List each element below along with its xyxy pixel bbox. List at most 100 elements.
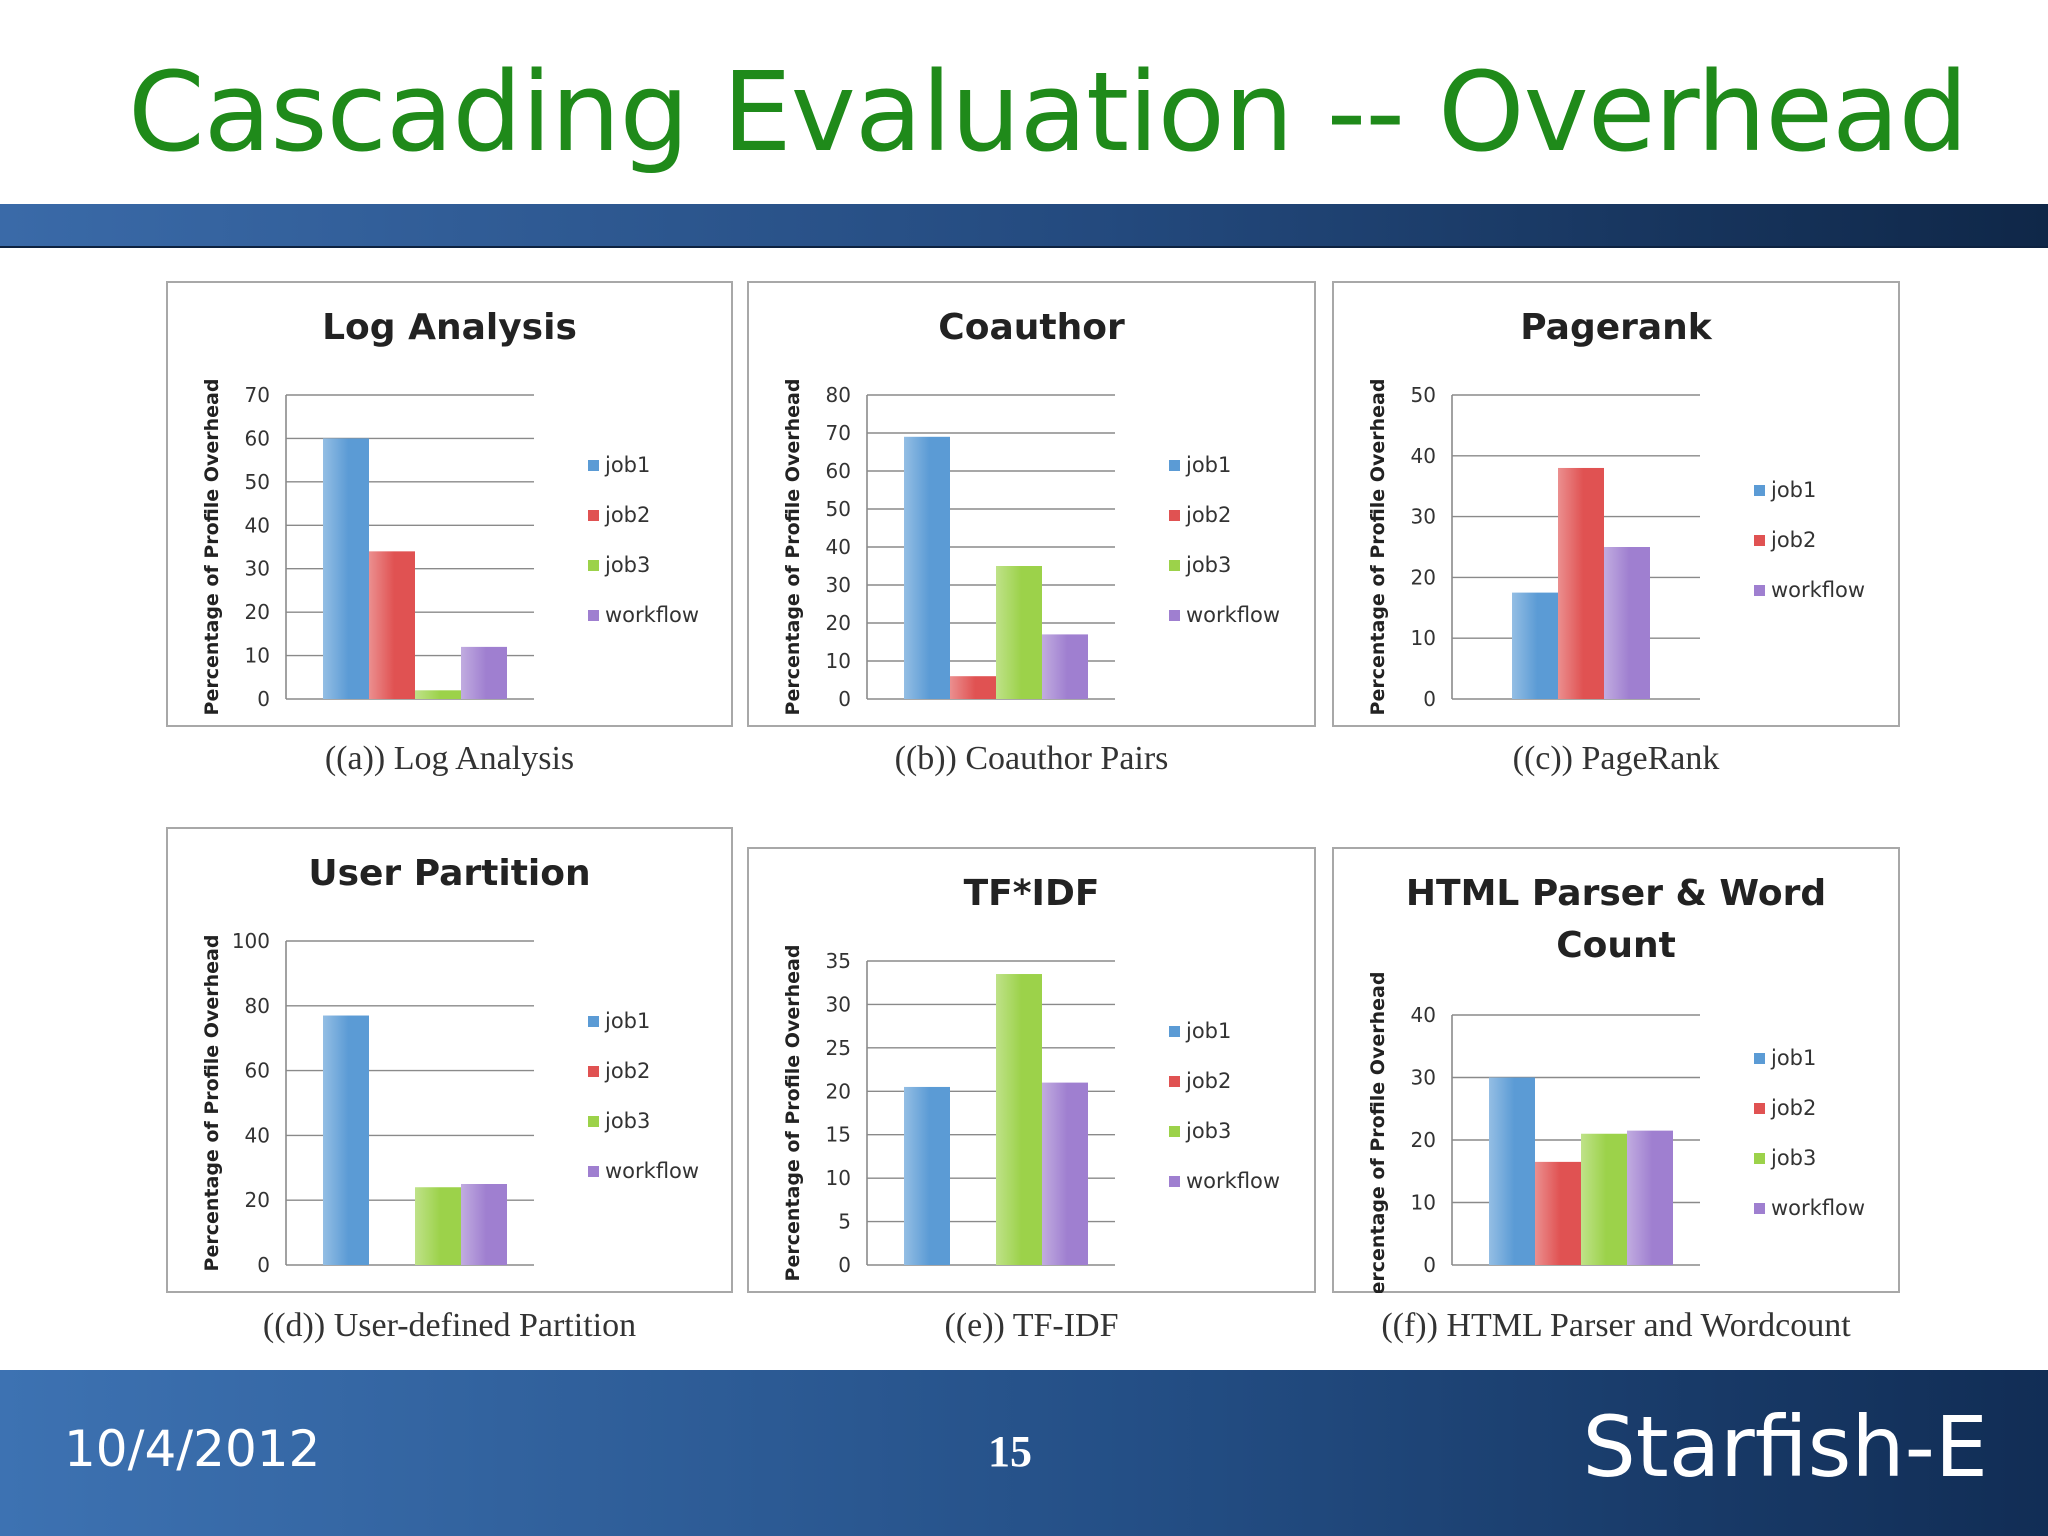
legend-swatch-job3 bbox=[588, 1116, 599, 1127]
legend-label-workflow: workflow bbox=[1186, 1169, 1280, 1193]
bar-job1 bbox=[323, 438, 369, 699]
legend-label-workflow: workflow bbox=[1186, 603, 1280, 627]
y-tick-label: 0 bbox=[257, 687, 270, 711]
slide-title: Cascading Evaluation -- Overhead bbox=[128, 48, 1968, 176]
bar-job3 bbox=[1581, 1133, 1627, 1265]
chart-title: Log Analysis bbox=[322, 307, 577, 348]
bar-workflow bbox=[1627, 1130, 1673, 1265]
y-tick-label: 15 bbox=[826, 1123, 851, 1147]
y-tick-label: 30 bbox=[826, 992, 851, 1016]
y-tick-label: 20 bbox=[826, 611, 851, 635]
y-tick-label: 20 bbox=[245, 600, 270, 624]
legend-swatch-job1 bbox=[1754, 1053, 1765, 1064]
y-tick-label: 50 bbox=[826, 497, 851, 521]
legend-label-workflow: workflow bbox=[605, 1159, 699, 1183]
legend-swatch-job3 bbox=[1169, 1126, 1180, 1137]
legend-label-job3: job3 bbox=[1185, 553, 1231, 577]
bar-workflow bbox=[461, 646, 507, 699]
legend-swatch-job1 bbox=[1754, 485, 1765, 496]
legend-label-job2: job2 bbox=[604, 1059, 650, 1083]
chart-log-analysis: Log Analysis 0 10 20 30 40 50 60 70 Percentage of… bbox=[166, 281, 733, 727]
y-tick-label: 40 bbox=[1411, 444, 1436, 468]
y-axis-label: Percentage of Profile Overhead bbox=[1367, 379, 1389, 716]
chart-pagerank-svg: Pagerank 0 10 20 30 40 50 Percentage of Profile… bbox=[1332, 281, 1900, 727]
chart-title: Count bbox=[1556, 925, 1676, 966]
chart-pagerank: Pagerank 0 10 20 30 40 50 Percentage of Profile… bbox=[1332, 281, 1900, 727]
y-tick-label: 30 bbox=[1411, 505, 1436, 529]
y-axis-label: Percentage of Profile Overhead bbox=[201, 379, 223, 716]
legend-swatch-job2 bbox=[588, 1066, 599, 1077]
bar-workflow bbox=[1604, 547, 1650, 699]
legend-label-job3: job3 bbox=[1770, 1146, 1816, 1170]
legend-swatch-job2 bbox=[1169, 1076, 1180, 1087]
y-tick-label: 20 bbox=[1411, 1128, 1436, 1152]
y-tick-label: 40 bbox=[1411, 1003, 1436, 1027]
legend-swatch-job2 bbox=[588, 510, 599, 521]
footer-brand: Starfish-E bbox=[1582, 1398, 1988, 1496]
legend-swatch-workflow bbox=[1169, 610, 1180, 621]
title-divider-bar bbox=[0, 204, 2048, 248]
bar-job1 bbox=[323, 1015, 369, 1265]
legend-label-job1: job1 bbox=[1185, 453, 1231, 477]
y-tick-label: 70 bbox=[826, 421, 851, 445]
bar-job3 bbox=[415, 690, 461, 699]
caption-tfidf: ((e)) TF-IDF bbox=[944, 1307, 1119, 1344]
bar-job3 bbox=[415, 1187, 461, 1265]
legend-swatch-job1 bbox=[588, 1016, 599, 1027]
chart-title: User Partition bbox=[308, 853, 590, 894]
legend-swatch-job2 bbox=[1169, 510, 1180, 521]
y-tick-label: 0 bbox=[1423, 1253, 1436, 1277]
bar-workflow bbox=[1042, 1082, 1088, 1265]
legend-swatch-job1 bbox=[1169, 460, 1180, 471]
legend-swatch-job2 bbox=[1754, 535, 1765, 546]
legend-swatch-workflow bbox=[588, 610, 599, 621]
y-tick-label: 20 bbox=[1411, 565, 1436, 589]
y-axis-label: Percentage of Profile Overhead bbox=[782, 379, 804, 716]
chart-title: Pagerank bbox=[1520, 307, 1713, 348]
legend-label-job1: job1 bbox=[1770, 1046, 1816, 1070]
chart-title: TF*IDF bbox=[964, 873, 1100, 914]
chart-title: HTML Parser & Word bbox=[1406, 873, 1826, 914]
legend-label-job1: job1 bbox=[1185, 1019, 1231, 1043]
y-tick-label: 35 bbox=[826, 949, 851, 973]
legend-swatch-job3 bbox=[1169, 560, 1180, 571]
chart-html-parser: HTML Parser & Word Count 0 10 20 30 40 Percenta… bbox=[1332, 847, 1900, 1293]
legend-label-job1: job1 bbox=[604, 1009, 650, 1033]
bar-job3 bbox=[996, 566, 1042, 699]
y-tick-label: 60 bbox=[245, 426, 270, 450]
legend-swatch-workflow bbox=[1754, 585, 1765, 596]
y-tick-label: 30 bbox=[1411, 1066, 1436, 1090]
y-tick-label: 60 bbox=[826, 459, 851, 483]
y-tick-label: 25 bbox=[826, 1036, 851, 1060]
chart-html-parser-svg: HTML Parser & Word Count 0 10 20 30 40 Percenta… bbox=[1332, 847, 1900, 1293]
legend-swatch-workflow bbox=[1169, 1176, 1180, 1187]
legend-swatch-job1 bbox=[588, 460, 599, 471]
y-tick-label: 10 bbox=[245, 644, 270, 668]
bar-job2 bbox=[1535, 1161, 1581, 1265]
y-tick-label: 50 bbox=[245, 470, 270, 494]
footer-bar: 10/4/2012 15 Starfish-E bbox=[0, 1370, 2048, 1536]
chart-tfidf-svg: TF*IDF 0 5 10 15 20 25 30 35 Percentage of Profil… bbox=[747, 847, 1316, 1293]
bar-job2 bbox=[950, 676, 996, 699]
legend-label-workflow: workflow bbox=[1771, 1196, 1865, 1220]
caption-coauthor: ((b)) Coauthor Pairs bbox=[894, 740, 1169, 777]
footer-date: 10/4/2012 bbox=[64, 1420, 321, 1478]
legend-swatch-job3 bbox=[588, 560, 599, 571]
bar-job1 bbox=[1489, 1077, 1535, 1265]
chart-frame bbox=[166, 281, 733, 727]
chart-tfidf: TF*IDF 0 5 10 15 20 25 30 35 Percentage of Profil… bbox=[747, 847, 1316, 1293]
caption-html-parser: ((f)) HTML Parser and Wordcount bbox=[1381, 1307, 1851, 1344]
chart-user-partition: User Partition 0 20 40 60 80 100 Percentage of … bbox=[166, 827, 733, 1293]
y-tick-label: 10 bbox=[826, 649, 851, 673]
y-tick-label: 30 bbox=[826, 573, 851, 597]
legend-label-job1: job1 bbox=[604, 453, 650, 477]
y-tick-label: 0 bbox=[257, 1253, 270, 1277]
legend-label-job3: job3 bbox=[604, 1109, 650, 1133]
legend-swatch-workflow bbox=[588, 1166, 599, 1177]
chart-title: Coauthor bbox=[938, 307, 1125, 348]
bar-job1 bbox=[904, 1086, 950, 1265]
y-tick-label: 80 bbox=[826, 383, 851, 407]
y-tick-label: 5 bbox=[838, 1210, 851, 1234]
y-tick-label: 20 bbox=[826, 1079, 851, 1103]
y-tick-label: 40 bbox=[245, 1123, 270, 1147]
